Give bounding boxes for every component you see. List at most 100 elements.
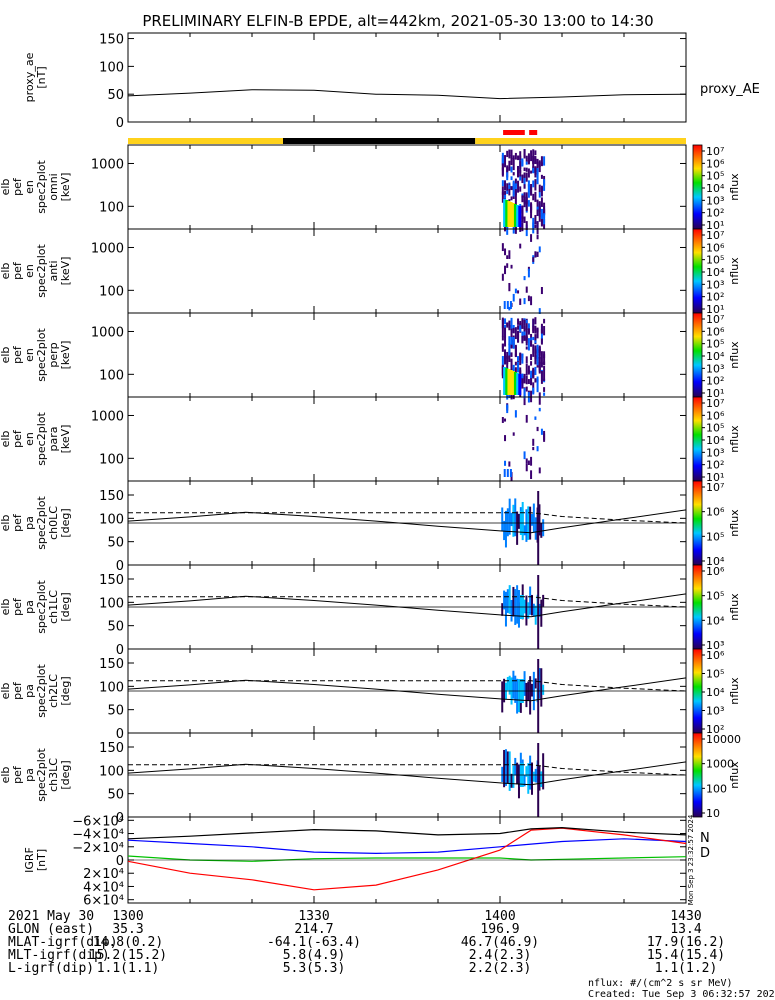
spectrogram-pixel: [501, 319, 504, 329]
spectrogram-pixel: [510, 186, 513, 190]
pitch-angle-pixel: [510, 512, 513, 527]
y-tick-label: 100: [99, 284, 124, 299]
spectrogram-pixel: [540, 323, 543, 334]
spectrogram-pixel: [534, 150, 537, 156]
spectrogram-pixel: [540, 286, 543, 295]
spectrogram-pixel: [532, 149, 535, 163]
pitch-angle-pixel: [517, 590, 520, 628]
pitch-angle-pixel: [501, 603, 504, 616]
spectrogram-pixel: [538, 184, 541, 193]
spectrogram-pixel: [538, 350, 541, 359]
y-tick-label: 0: [116, 811, 124, 826]
axis-ylabel-line: [deg]: [59, 760, 72, 789]
spectrogram-pixel: [510, 264, 513, 269]
spectrogram-pixel: [517, 356, 520, 362]
spectrogram-pixel: [521, 174, 524, 184]
science-zone-marker: [503, 130, 525, 135]
spectrogram-pixel: [501, 324, 504, 337]
spectrogram-pixel: [530, 380, 533, 386]
spectrogram-pixel: [519, 155, 522, 161]
colorbar-tick-label: 10⁶: [706, 157, 725, 170]
pitch-angle-pixel: [538, 766, 541, 791]
proxy-ae-line: [127, 89, 687, 100]
footer-row-label: 2021 May 30: [8, 909, 94, 924]
footer-cell: 13.4: [670, 922, 701, 937]
pitch-angle-pixel: [506, 676, 509, 691]
spectrogram-pixel: [521, 214, 524, 223]
spectrogram-pixel: [543, 365, 546, 370]
anti-loss-cone-line: [128, 512, 687, 524]
spectrogram-pixel: [543, 351, 546, 359]
loss-cone-line: [127, 509, 687, 534]
spectrogram-pixel: [525, 356, 528, 364]
spectrogram-pixel: [521, 195, 524, 203]
igrf-legend-down: D: [700, 846, 710, 861]
spectrogram-pixel: [505, 200, 509, 227]
spectrogram-pixel: [501, 335, 504, 341]
pitch-angle-pixel: [503, 590, 506, 610]
spectrogram-pixel: [536, 235, 539, 240]
pitch-angle-pixel: [534, 678, 537, 689]
spectrogram-pixel: [530, 354, 533, 361]
spectrogram-pixel: [504, 327, 507, 339]
colorbar-tick-label: 10⁶: [706, 649, 725, 662]
colorbar: [692, 732, 703, 818]
colorbar-unit-label: nflux: [728, 257, 741, 285]
y-tick-label: 0: [116, 559, 124, 574]
spectrogram-pixel: [501, 158, 504, 166]
spectrogram-pixel: [543, 433, 546, 442]
footer-cell: 196.9: [480, 922, 519, 937]
spectrogram-pixel: [532, 193, 535, 201]
y-tick-label: 1000: [91, 241, 124, 256]
y-tick-label: 1000: [91, 325, 124, 340]
colorbar-tick-label: 10⁴: [706, 266, 725, 279]
pitch-angle-pixel: [540, 522, 543, 538]
spectrogram-pixel: [534, 191, 537, 202]
spectrogram-pixel: [501, 198, 504, 203]
pitch-angle-pixel: [534, 768, 537, 783]
spectrogram-pixel: [510, 328, 513, 337]
colorbar-tick-label: 10⁴: [706, 686, 725, 699]
axis-ylabel-line: [deg]: [59, 508, 72, 537]
pitch-angle-pixel: [532, 503, 535, 533]
spectrogram-pixel: [503, 301, 506, 309]
spectrogram-pixel: [530, 170, 533, 174]
spectrogram-pixel: [536, 221, 539, 225]
pitch-angle-pixel: [506, 508, 509, 537]
spectrogram-pixel: [511, 371, 515, 395]
spectrogram-pixel: [517, 318, 520, 325]
spectrogram-pixel: [506, 165, 509, 173]
axis-ylabel-line: [nT]: [35, 849, 48, 871]
spectrogram-pixel: [530, 186, 533, 195]
pitch-angle-pixel: [508, 751, 511, 791]
loss-cone-line: [127, 593, 687, 618]
spectrogram-pixel: [536, 328, 539, 339]
spectrogram-pixel: [509, 301, 512, 309]
spectrogram-pixel: [521, 318, 524, 329]
axis-ylabel-line: pa: [23, 600, 36, 614]
spectrogram-pixel: [512, 293, 515, 302]
spectrogram-pixel: [508, 250, 511, 259]
spectrogram-pixel: [525, 318, 528, 331]
pitch-angle-pixel: [542, 753, 545, 790]
spectrogram-pixel: [504, 194, 507, 202]
spectrogram-pixel: [523, 216, 526, 223]
pitch-angle-pixel: [508, 498, 511, 535]
spectrogram-pixel: [521, 206, 524, 219]
spectrogram-pixel: [523, 331, 526, 341]
y-tick-label: 50: [107, 536, 124, 551]
spectrogram-pixel: [530, 340, 533, 347]
spectrogram-pixel: [527, 338, 530, 351]
spectrogram-pixel: [512, 327, 515, 334]
spectrogram-pixel: [501, 191, 504, 200]
spectrogram-pixel: [527, 268, 530, 278]
footer-cell: 5.3(5.3): [283, 961, 346, 976]
spectrogram-pixel: [521, 159, 524, 167]
igrf-legend-north: N: [700, 831, 710, 846]
spectrogram-pixel: [538, 407, 541, 412]
spectrogram-pixel: [527, 369, 530, 374]
spectrogram-pixel: [514, 353, 517, 357]
spectrogram-pixel: [538, 161, 541, 168]
spectrogram-pixel: [505, 368, 509, 395]
pitch-angle-pixel: [517, 764, 520, 799]
